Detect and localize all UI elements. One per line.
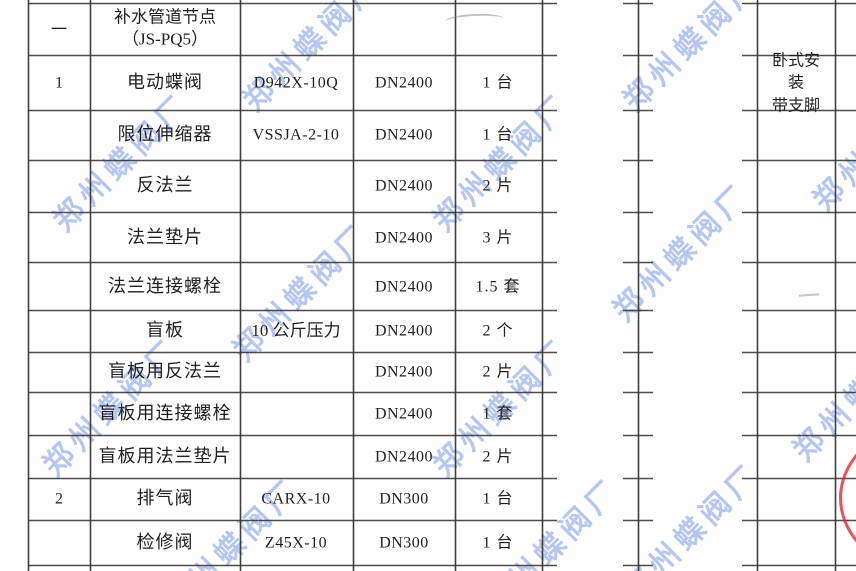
row1-model: D942X-10Q [253, 74, 339, 92]
row1-spec: DN2400 [374, 74, 434, 92]
row7-name: 盲板用反法兰 [108, 361, 222, 382]
row10-spec: DN300 [379, 490, 429, 508]
row9-qty: 2 片 [482, 448, 514, 466]
section-name: 补水管道节点 （JS-PQ5） [114, 7, 216, 49]
grid-hlines [28, 2, 856, 567]
row1-qty: 1 台 [482, 74, 514, 92]
row8-spec: DN2400 [374, 405, 434, 423]
row4-name: 法兰垫片 [127, 227, 203, 248]
row4-spec: DN2400 [374, 229, 434, 247]
row6-spec: DN2400 [374, 322, 434, 340]
row7-qty: 2 片 [482, 363, 514, 381]
row3-name: 反法兰 [136, 175, 194, 196]
row3-qty: 2 片 [482, 177, 514, 195]
row3-spec: DN2400 [374, 177, 434, 195]
row9-name: 盲板用法兰垫片 [98, 446, 232, 467]
row10-name: 排气阀 [136, 488, 194, 509]
row7-spec: DN2400 [374, 363, 434, 381]
row5-spec: DN2400 [374, 278, 434, 296]
row2-model: VSSJA-2-10 [252, 126, 340, 144]
section-no: 一 [50, 21, 68, 39]
row11-spec: DN300 [379, 534, 429, 552]
row9-spec: DN2400 [374, 448, 434, 466]
row10-no: 2 [55, 490, 63, 508]
row11-qty: 1 台 [482, 534, 514, 552]
row1-no: 1 [55, 74, 63, 92]
row6-qty: 2 个 [482, 322, 514, 340]
row5-qty: 1.5 套 [475, 278, 521, 296]
row1-name: 电动蝶阀 [127, 72, 203, 93]
row2-spec: DN2400 [374, 126, 434, 144]
row11-name: 检修阀 [136, 532, 194, 553]
row6-name: 盲板 [146, 320, 184, 341]
row5-name: 法兰连接螺栓 [108, 276, 222, 297]
row11-model: Z45X-10 [264, 534, 328, 552]
row8-qty: 1 套 [482, 405, 514, 423]
row10-qty: 1 台 [482, 490, 514, 508]
grid-vlines [27, 0, 837, 571]
row4-qty: 3 片 [482, 229, 514, 247]
row1-note: 卧式安装 带支脚 [771, 52, 820, 115]
row2-qty: 1 台 [482, 126, 514, 144]
row8-name: 盲板用连接螺栓 [98, 403, 232, 424]
row6-model: 10 公斤压力 [251, 320, 341, 340]
row10-model: CARX-10 [261, 490, 331, 508]
row2-name: 限位伸缩器 [117, 124, 213, 145]
